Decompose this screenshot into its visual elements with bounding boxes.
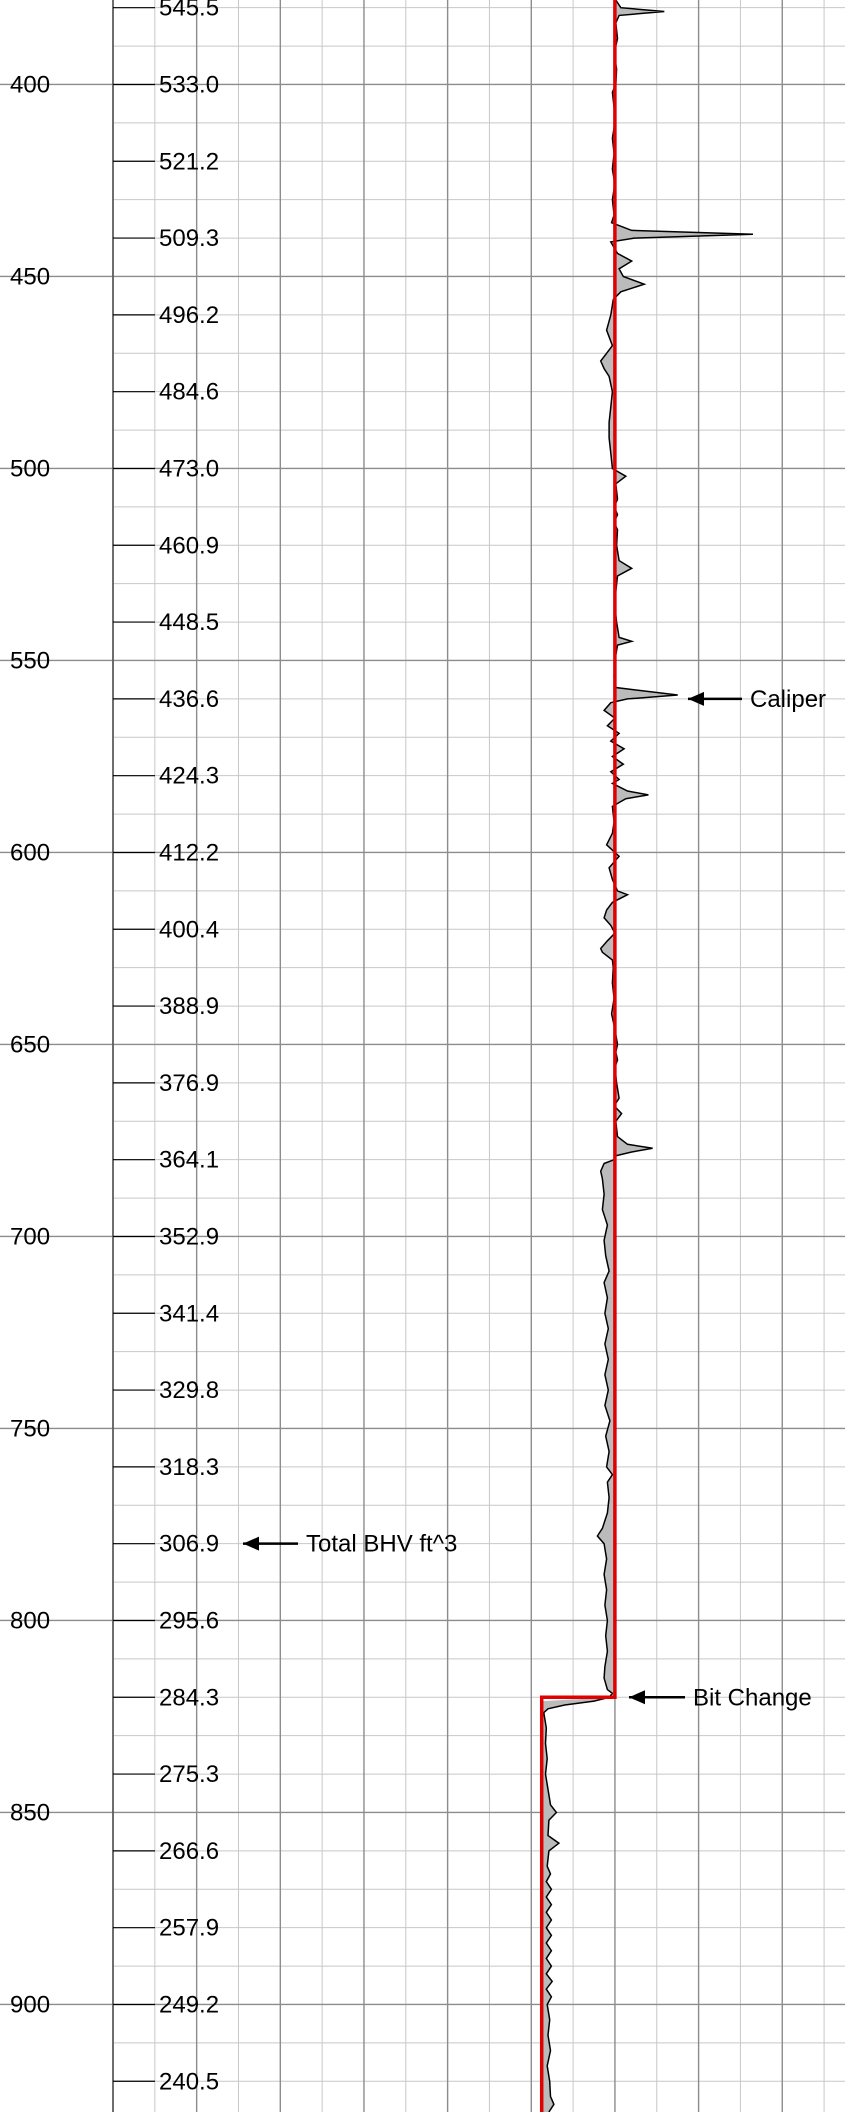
log-curves xyxy=(539,0,754,2112)
bhv-tick-label: 484.6 xyxy=(159,379,219,406)
caliper-arrow-head xyxy=(688,691,704,706)
bhv-tick-label: 364.1 xyxy=(159,1147,219,1174)
depth-tick-label: 600 xyxy=(10,839,50,866)
bhv-tick-label: 275.3 xyxy=(159,1761,219,1788)
bhv-tick-label: 318.3 xyxy=(159,1454,219,1481)
bhv-tick-label: 240.5 xyxy=(159,2068,219,2095)
bhv-tick-label: 400.4 xyxy=(159,916,219,943)
bhv-tick-label: 436.6 xyxy=(159,686,219,713)
bhv-tick-label: 306.9 xyxy=(159,1531,219,1558)
bhv-tick-label: 341.4 xyxy=(159,1300,219,1327)
depth-tick-label: 900 xyxy=(10,1991,50,2018)
bhv-tick-label: 284.3 xyxy=(159,1684,219,1711)
depth-tick-label: 450 xyxy=(10,263,50,290)
bhv-tick-label: 295.6 xyxy=(159,1607,219,1634)
bhv-tick-label: 460.9 xyxy=(159,532,219,559)
bhv-tick-label: 249.2 xyxy=(159,1991,219,2018)
depth-tick-label: 800 xyxy=(10,1607,50,1634)
total-bhv-annotation-label: Total BHV ft^3 xyxy=(306,1531,457,1558)
bhv-axis-labels: 545.5 533.0 521.2 509.3 496.2 484.6 473.0 460.9… xyxy=(159,0,219,2095)
bhv-tick-label: 412.2 xyxy=(159,839,219,866)
bhv-tick-label: 388.9 xyxy=(159,993,219,1020)
bit-change-arrow-head xyxy=(629,1690,645,1705)
caliper-annotation-label: Caliper xyxy=(750,686,826,713)
bhv-tick-label: 257.9 xyxy=(159,1915,219,1942)
bhv-tick-label: 424.3 xyxy=(159,763,219,790)
bhv-tick-label: 545.5 xyxy=(159,0,219,22)
bhv-tick-label: 509.3 xyxy=(159,225,219,252)
bit-size-curve xyxy=(539,0,617,2112)
bhv-tick-label: 376.9 xyxy=(159,1070,219,1097)
depth-tick-label: 700 xyxy=(10,1223,50,1250)
bhv-arrow-head xyxy=(243,1536,259,1551)
depth-tick-label: 550 xyxy=(10,647,50,674)
bhv-tick-label: 473.0 xyxy=(159,455,219,482)
bhv-tick-label: 266.6 xyxy=(159,1838,219,1865)
depth-tick-label: 500 xyxy=(10,455,50,482)
depth-tick-label: 400 xyxy=(10,71,50,98)
bhv-tick-label: 329.8 xyxy=(159,1377,219,1404)
depth-tick-label: 650 xyxy=(10,1031,50,1058)
bhv-tick-label: 448.5 xyxy=(159,609,219,636)
bit-change-annotation-label: Bit Change xyxy=(693,1684,812,1711)
annotations: Caliper Total BHV ft^3 Bit Change xyxy=(243,686,826,1711)
bhv-tick-label: 533.0 xyxy=(159,71,219,98)
bhv-ticks xyxy=(113,7,155,2082)
bhv-tick-label: 496.2 xyxy=(159,302,219,329)
bhv-tick-label: 521.2 xyxy=(159,148,219,175)
bhv-annotation: Total BHV ft^3 xyxy=(243,1531,457,1558)
caliper-annotation: Caliper xyxy=(688,686,826,713)
bhv-tick-label: 352.9 xyxy=(159,1223,219,1250)
minor-grid xyxy=(113,0,845,2112)
depth-tick-label: 850 xyxy=(10,1799,50,1826)
depth-axis-labels: 400 450 500 550 600 650 700 750 800 850 900 xyxy=(10,71,50,2018)
bit-change-annotation: Bit Change xyxy=(629,1684,812,1711)
caliper-curve xyxy=(542,0,754,2112)
depth-tick-label: 750 xyxy=(10,1415,50,1442)
